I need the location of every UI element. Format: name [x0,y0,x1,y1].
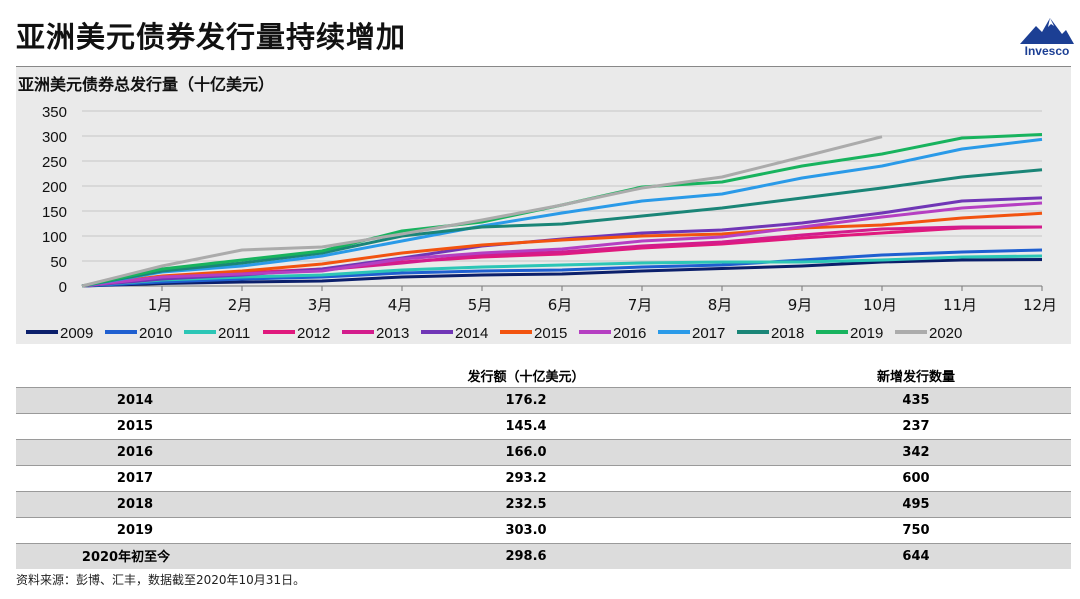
y-tick-label: 350 [42,104,67,121]
legend-label-2013: 2013 [376,325,409,342]
table-header-amount: 发行额（十亿美元） [467,370,585,385]
row-amount: 298.6 [505,549,547,564]
invesco-logo: Invesco [1018,14,1076,60]
legend-label-2018: 2018 [771,325,804,342]
x-tick-label: 6月 [548,296,573,314]
series-line-2016 [81,201,1043,288]
table-row: 2019 303.0 750 [16,517,1071,543]
table-header-count: 新增发行数量 [876,370,955,385]
table-row: 2020年初至今 298.6 644 [16,543,1071,569]
legend-label-2011: 2011 [218,325,250,342]
y-tick-label: 250 [42,154,67,171]
x-tick-label: 11月 [943,296,977,314]
row-amount: 176.2 [505,393,547,408]
legend-label-2009: 2009 [60,325,93,342]
table-row: 2017 293.2 600 [16,465,1071,491]
row-count: 342 [902,445,930,460]
x-tick-label: 4月 [388,296,413,314]
x-tick-label: 1月 [148,296,173,314]
row-count: 600 [902,471,930,486]
series-line-2009 [81,258,1043,288]
legend-label-2014: 2014 [455,325,488,342]
y-tick-label: 300 [42,129,67,146]
y-tick-label: 200 [42,179,67,196]
row-count: 644 [902,549,930,564]
x-tick-label: 7月 [628,296,653,314]
row-amount: 145.4 [505,419,547,434]
row-year: 2015 [116,419,154,434]
legend-label-2012: 2012 [297,325,330,342]
series-line-2018 [81,168,1043,288]
y-tick-label: 50 [50,254,67,271]
row-count: 495 [902,497,930,512]
legend-label-2017: 2017 [692,325,725,342]
x-tick-label: 2月 [228,296,253,314]
row-amount: 166.0 [505,445,547,460]
line-chart: 0 50 100 150 200 250 300 350 1月 2月 3月 4月 5月 6月 7月 8月 9月 1… [26,104,1057,342]
series-line-2011 [81,254,1043,288]
y-tick-label: 0 [59,279,67,296]
header-rule [16,66,1071,67]
row-amount: 232.5 [505,497,547,512]
series-line-2015 [81,211,1043,288]
legend-label-2010: 2010 [139,325,172,342]
row-year: 2020年初至今 [81,550,171,565]
table-row: 2016 166.0 342 [16,439,1071,465]
x-tick-label: 12月 [1023,296,1057,314]
row-amount: 303.0 [505,523,547,538]
series-line-2010 [81,248,1043,288]
source-footnote: 资料来源：彭博、汇丰，数据截至2020年10月31日。 [16,573,306,587]
x-tick-label: 3月 [308,296,333,314]
row-year: 2017 [116,471,154,486]
row-year: 2019 [116,523,154,538]
legend-label-2020: 2020 [929,325,962,342]
legend-label-2016: 2016 [613,325,646,342]
series-line-2017 [81,137,1043,288]
mountain-logo-icon [1020,18,1074,44]
row-amount: 293.2 [505,471,547,486]
row-year: 2018 [116,497,154,512]
legend-label-2015: 2015 [534,325,567,342]
row-year: 2016 [116,445,154,460]
logo-text: Invesco [1024,44,1070,58]
chart-title: 亚洲美元债券总发行量（十亿美元） [18,75,275,94]
x-tick-label: 10月 [863,296,897,314]
x-tick-label: 8月 [708,296,733,314]
series-line-2020 [81,135,883,288]
x-tick-label: 9月 [788,296,813,314]
page-title: 亚洲美元债券发行量持续增加 [16,20,407,54]
y-tick-label: 100 [42,229,67,246]
x-tick-label: 5月 [468,296,493,314]
row-count: 237 [902,419,930,434]
y-tick-label: 150 [42,204,67,221]
row-count: 750 [902,523,930,538]
table-row: 2018 232.5 495 [16,491,1071,517]
row-year: 2014 [116,393,154,408]
chart-panel [16,67,1071,344]
table-row: 2014 176.2 435 [16,387,1071,413]
table-row: 2015 145.4 237 [16,413,1071,439]
row-count: 435 [902,393,930,408]
legend-label-2019: 2019 [850,325,883,342]
